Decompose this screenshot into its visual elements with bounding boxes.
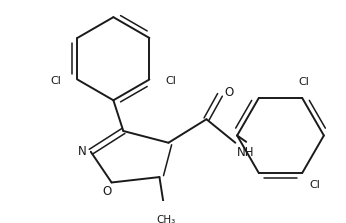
Text: O: O [225, 86, 234, 99]
Text: Cl: Cl [50, 76, 61, 86]
Text: Cl: Cl [299, 77, 309, 87]
Text: Cl: Cl [309, 180, 320, 190]
Text: N: N [78, 145, 86, 158]
Text: NH: NH [237, 146, 255, 159]
Text: CH₃: CH₃ [156, 215, 175, 223]
Text: Cl: Cl [166, 76, 176, 86]
Text: O: O [102, 185, 112, 198]
